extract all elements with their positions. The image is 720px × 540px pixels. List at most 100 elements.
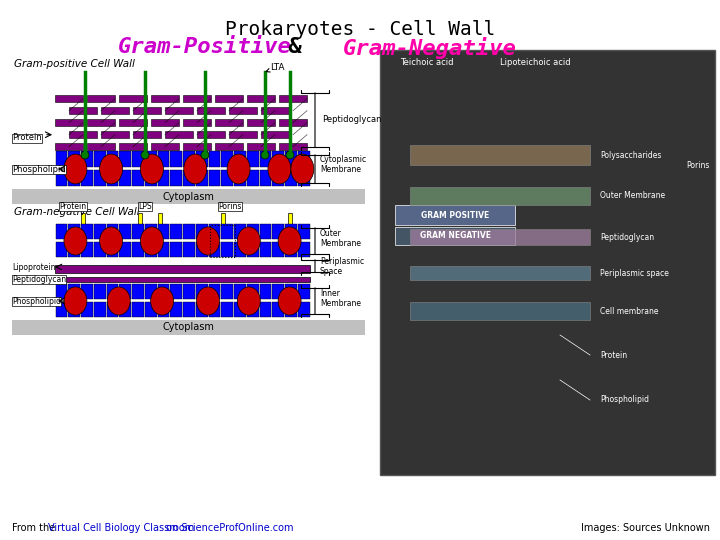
Text: on ScienceProfOnline.com: on ScienceProfOnline.com (163, 523, 294, 533)
Ellipse shape (278, 287, 301, 315)
Ellipse shape (64, 154, 87, 184)
Bar (272, 151, 284, 167)
Bar (69, 131, 97, 138)
Bar (261, 107, 289, 114)
Bar (247, 284, 258, 299)
Text: Outer Membrane: Outer Membrane (600, 192, 665, 200)
Ellipse shape (238, 287, 260, 315)
Bar (158, 151, 169, 167)
Bar (133, 131, 161, 138)
Bar (234, 284, 246, 299)
Bar (272, 170, 284, 186)
Bar (279, 144, 307, 150)
Ellipse shape (150, 287, 174, 315)
Circle shape (201, 151, 209, 159)
Bar (234, 170, 246, 186)
Bar (183, 170, 194, 186)
Bar (133, 107, 161, 114)
Ellipse shape (291, 154, 314, 184)
Text: Virtual Cell Biology Classroom: Virtual Cell Biology Classroom (48, 523, 194, 533)
Text: Prokaryotes - Cell Wall: Prokaryotes - Cell Wall (225, 20, 495, 39)
Bar (170, 284, 182, 299)
Bar (247, 151, 258, 167)
Bar (132, 170, 144, 186)
Bar (55, 284, 67, 299)
Bar (183, 302, 194, 317)
Bar (107, 224, 118, 239)
Bar (119, 96, 147, 102)
Bar (221, 213, 225, 225)
Bar (107, 284, 118, 299)
Bar (196, 151, 207, 167)
Bar (55, 151, 67, 167)
Bar (87, 144, 115, 150)
Bar (170, 241, 182, 257)
Text: Cell membrane: Cell membrane (600, 307, 659, 315)
Bar (410, 145, 590, 165)
Bar (215, 144, 243, 150)
Bar (229, 107, 257, 114)
Bar (288, 213, 292, 225)
Bar (285, 151, 297, 167)
Text: GRAM NEGATIVE: GRAM NEGATIVE (420, 232, 490, 240)
Bar (247, 241, 258, 257)
Ellipse shape (227, 154, 250, 184)
Bar (298, 241, 310, 257)
Bar (298, 151, 310, 167)
Bar (55, 144, 83, 150)
Bar (68, 284, 80, 299)
Text: Membrane: Membrane (320, 165, 361, 174)
Bar (221, 302, 233, 317)
Bar (158, 224, 169, 239)
Text: Gram-positive Cell Wall: Gram-positive Cell Wall (14, 59, 135, 69)
Text: From the: From the (12, 523, 61, 533)
Bar (151, 144, 179, 150)
Bar (132, 284, 144, 299)
Bar (196, 284, 207, 299)
Bar (68, 151, 80, 167)
Circle shape (286, 151, 294, 159)
Bar (272, 224, 284, 239)
Text: Teichoic acid: Teichoic acid (400, 58, 454, 67)
Bar (209, 241, 220, 257)
Bar (170, 302, 182, 317)
Text: GRAM POSITIVE: GRAM POSITIVE (421, 211, 489, 219)
Bar (196, 302, 207, 317)
Bar (229, 131, 257, 138)
Bar (94, 284, 106, 299)
Text: Cytoplasm: Cytoplasm (163, 322, 215, 333)
Bar (234, 241, 246, 257)
Bar (183, 284, 194, 299)
Bar (68, 302, 80, 317)
Text: &: & (275, 37, 315, 57)
Bar (55, 302, 67, 317)
Bar (107, 241, 118, 257)
Bar (120, 284, 131, 299)
Bar (138, 213, 142, 225)
Bar (221, 151, 233, 167)
Ellipse shape (268, 154, 291, 184)
Bar (279, 96, 307, 102)
Bar (395, 205, 515, 225)
Bar (196, 241, 207, 257)
Bar (119, 119, 147, 126)
Bar (87, 119, 115, 126)
Bar (209, 170, 220, 186)
Ellipse shape (278, 227, 301, 255)
Bar (272, 284, 284, 299)
Bar (107, 151, 118, 167)
Bar (165, 107, 193, 114)
Bar (55, 241, 67, 257)
Bar (221, 284, 233, 299)
Bar (395, 227, 515, 245)
Bar (158, 241, 169, 257)
Text: Peptidoglycan: Peptidoglycan (12, 275, 66, 284)
Bar (132, 224, 144, 239)
Bar (165, 131, 193, 138)
Bar (132, 151, 144, 167)
Bar (94, 241, 106, 257)
Bar (68, 170, 80, 186)
Bar (247, 224, 258, 239)
Bar (247, 119, 275, 126)
Bar (410, 302, 590, 320)
